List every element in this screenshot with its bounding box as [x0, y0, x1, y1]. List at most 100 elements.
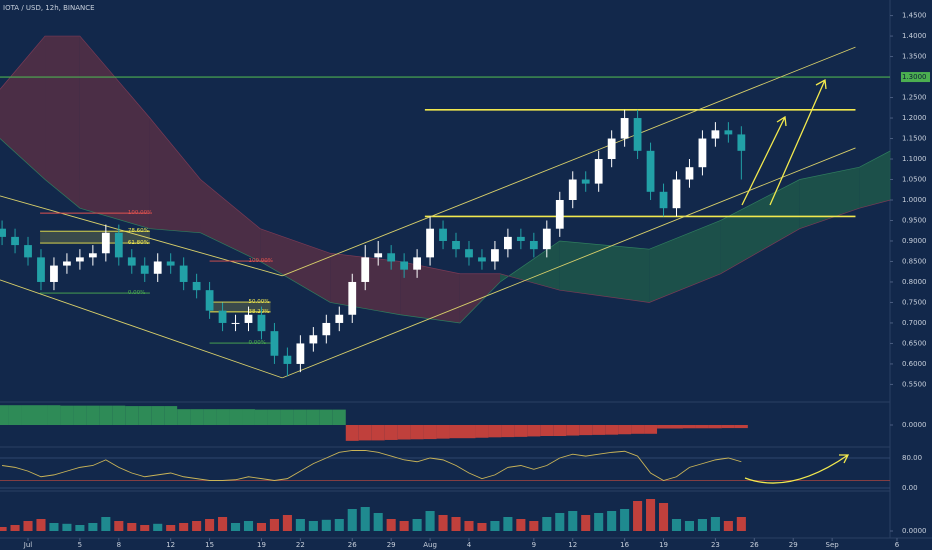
fib-label: 61.80%	[128, 240, 149, 246]
cloud-fill	[149, 118, 201, 233]
histogram-bar	[306, 409, 320, 425]
fib-label: 50.00%	[249, 299, 270, 305]
histogram-bar	[229, 409, 243, 425]
volume-bar	[607, 511, 617, 531]
y-tick-label: 1.4000	[902, 32, 927, 40]
histogram-bar	[553, 425, 567, 436]
volume-bar	[114, 521, 124, 531]
candle-body	[387, 253, 396, 262]
volume-bar	[620, 509, 630, 531]
histogram-bar	[138, 406, 152, 425]
y-tick-label: 0.9000	[902, 237, 927, 245]
candle-body	[309, 335, 318, 344]
arrows	[741, 78, 850, 484]
candle-body	[594, 159, 603, 184]
volume-bar	[269, 519, 279, 531]
candle-body	[737, 134, 746, 151]
arrow	[741, 115, 787, 206]
candle-body	[491, 249, 499, 262]
volume-bar	[140, 525, 150, 531]
histogram-bar	[177, 409, 191, 425]
volume-bar	[386, 519, 396, 531]
volume-bar	[464, 521, 474, 531]
candle-body	[568, 179, 577, 200]
volume-bar	[633, 501, 643, 531]
histogram-bar	[216, 409, 230, 425]
volume-bar	[101, 517, 111, 531]
candle-body	[620, 118, 629, 139]
trend-line	[0, 279, 283, 379]
histogram-bar	[423, 425, 437, 440]
histogram-bar	[695, 425, 709, 429]
oscillator-line	[2, 450, 742, 481]
fib-label: 0.00%	[249, 340, 266, 346]
histogram-bar	[151, 406, 165, 425]
histogram-bar	[605, 425, 619, 435]
candle-body	[140, 265, 149, 274]
volume-bar	[282, 515, 292, 531]
volume-bar	[710, 517, 720, 531]
candle-body	[322, 322, 331, 336]
candle-body	[607, 138, 616, 160]
x-tick-label: 29	[789, 541, 798, 549]
candle-body	[452, 240, 460, 250]
candle-body	[711, 130, 720, 139]
cloud-fill	[799, 167, 860, 229]
fib-zone	[40, 231, 150, 244]
histogram-bar	[397, 425, 411, 440]
y-tick-label: 80.00	[902, 454, 922, 462]
candle-body	[114, 232, 123, 258]
volume-bar	[373, 513, 383, 531]
histogram-bar	[190, 409, 204, 425]
histogram-bar	[618, 425, 632, 435]
volume-bar	[503, 517, 513, 531]
volume-bar	[153, 523, 163, 531]
cloud-fill	[79, 36, 150, 229]
histogram-bar	[99, 405, 113, 425]
volume-bar	[425, 511, 435, 531]
volume-bar	[256, 523, 267, 531]
x-tick-label: 9	[532, 541, 536, 549]
candle-body	[231, 322, 240, 324]
candle-body	[24, 245, 32, 258]
cloud-fill	[0, 36, 46, 180]
candle-body	[101, 232, 110, 254]
candle-body	[516, 236, 525, 241]
candle-body	[348, 281, 357, 315]
candle-body	[633, 118, 642, 151]
volume-bar	[88, 523, 98, 531]
histogram-bar	[566, 425, 580, 436]
x-tick-label: 23	[711, 541, 720, 549]
histogram-bar	[358, 425, 372, 441]
x-tick-label: 26	[348, 541, 357, 549]
candle-body	[400, 261, 409, 270]
y-tick-label: 0.6000	[902, 360, 927, 368]
volume-bar	[658, 503, 669, 531]
y-tick-label: 1.4500	[902, 12, 927, 20]
candle-body	[335, 314, 344, 323]
volume-bar	[451, 517, 461, 531]
candle-body	[413, 257, 421, 270]
volume-bar	[490, 521, 500, 531]
volume-bar	[646, 499, 656, 531]
candle-body	[11, 236, 19, 246]
candle-body	[50, 265, 58, 282]
histogram-bar	[462, 425, 476, 439]
cloud-fill	[649, 220, 721, 303]
volume-bar	[477, 523, 487, 531]
histogram-bar	[164, 406, 178, 425]
histogram-bar	[293, 409, 307, 425]
histogram-bar	[345, 425, 359, 441]
volume-bar	[594, 513, 604, 531]
volume-bar	[218, 517, 228, 531]
cloud-fill	[45, 36, 80, 209]
histogram-bar	[592, 425, 606, 435]
histogram-bar	[280, 409, 294, 425]
y-tick-label: 0.8500	[902, 257, 927, 265]
histogram-bar	[644, 425, 658, 434]
volume-bar	[166, 525, 176, 531]
volume-bar	[36, 519, 46, 531]
x-tick-label: 12	[568, 541, 577, 549]
histogram-bar	[86, 405, 100, 425]
histogram-bar	[60, 405, 74, 425]
